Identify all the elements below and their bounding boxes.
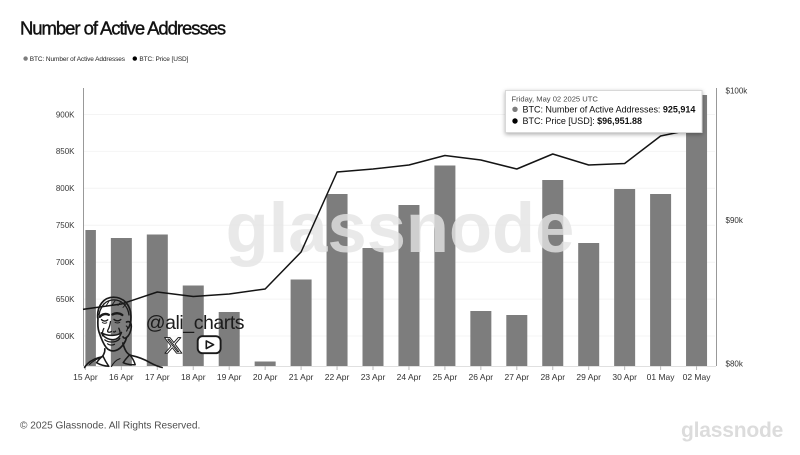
svg-text:600K: 600K [56,332,75,341]
svg-text:© 2025 Glassnode. All Rights R: © 2025 Glassnode. All Rights Reserved. [20,421,200,432]
svg-text:02 May: 02 May [683,372,712,382]
svg-text:glassnode: glassnode [226,188,575,267]
svg-text:700K: 700K [56,258,75,267]
svg-text:@ali_charts: @ali_charts [146,312,245,334]
svg-text:22 Apr: 22 Apr [325,372,350,382]
svg-text:750K: 750K [56,221,75,230]
svg-text:850K: 850K [56,147,75,156]
svg-text:20 Apr: 20 Apr [253,372,278,382]
svg-text:01 May: 01 May [647,372,676,382]
svg-text:27 Apr: 27 Apr [505,372,530,382]
svg-text:21 Apr: 21 Apr [289,372,314,382]
svg-text:30 Apr: 30 Apr [612,372,637,382]
svg-text:900K: 900K [56,110,75,119]
svg-text:BTC: Price [USD]: BTC: Price [USD] [139,56,188,63]
svg-text:18 Apr: 18 Apr [181,372,206,382]
svg-text:29 Apr: 29 Apr [576,372,601,382]
svg-text:25 Apr: 25 Apr [433,372,458,382]
svg-text:650K: 650K [56,295,75,304]
svg-text:26 Apr: 26 Apr [469,372,494,382]
svg-text:800K: 800K [56,184,75,193]
svg-text:28 Apr: 28 Apr [540,372,565,382]
svg-text:$100k: $100k [726,86,749,95]
svg-text:$90k: $90k [726,216,744,225]
svg-text:17 Apr: 17 Apr [145,372,170,382]
svg-text:Number of Active Addresses: Number of Active Addresses [20,18,226,39]
svg-text:Friday, May 02 2025 UTC: Friday, May 02 2025 UTC [512,95,599,104]
svg-text:19 Apr: 19 Apr [217,372,242,382]
svg-text:16 Apr: 16 Apr [109,372,134,382]
svg-text:15 Apr: 15 Apr [73,372,98,382]
svg-text:$80k: $80k [726,360,744,369]
svg-text:24 Apr: 24 Apr [397,372,422,382]
svg-text:BTC: Price [USD]: $96,951.88: BTC: Price [USD]: $96,951.88 [523,116,643,126]
svg-text:BTC: Number of Active Addresse: BTC: Number of Active Addresses: 925,914 [523,105,696,115]
svg-text:glassnode: glassnode [681,419,783,442]
svg-text:BTC: Number of Active Addresse: BTC: Number of Active Addresses [30,56,126,63]
svg-text:23 Apr: 23 Apr [361,372,386,382]
